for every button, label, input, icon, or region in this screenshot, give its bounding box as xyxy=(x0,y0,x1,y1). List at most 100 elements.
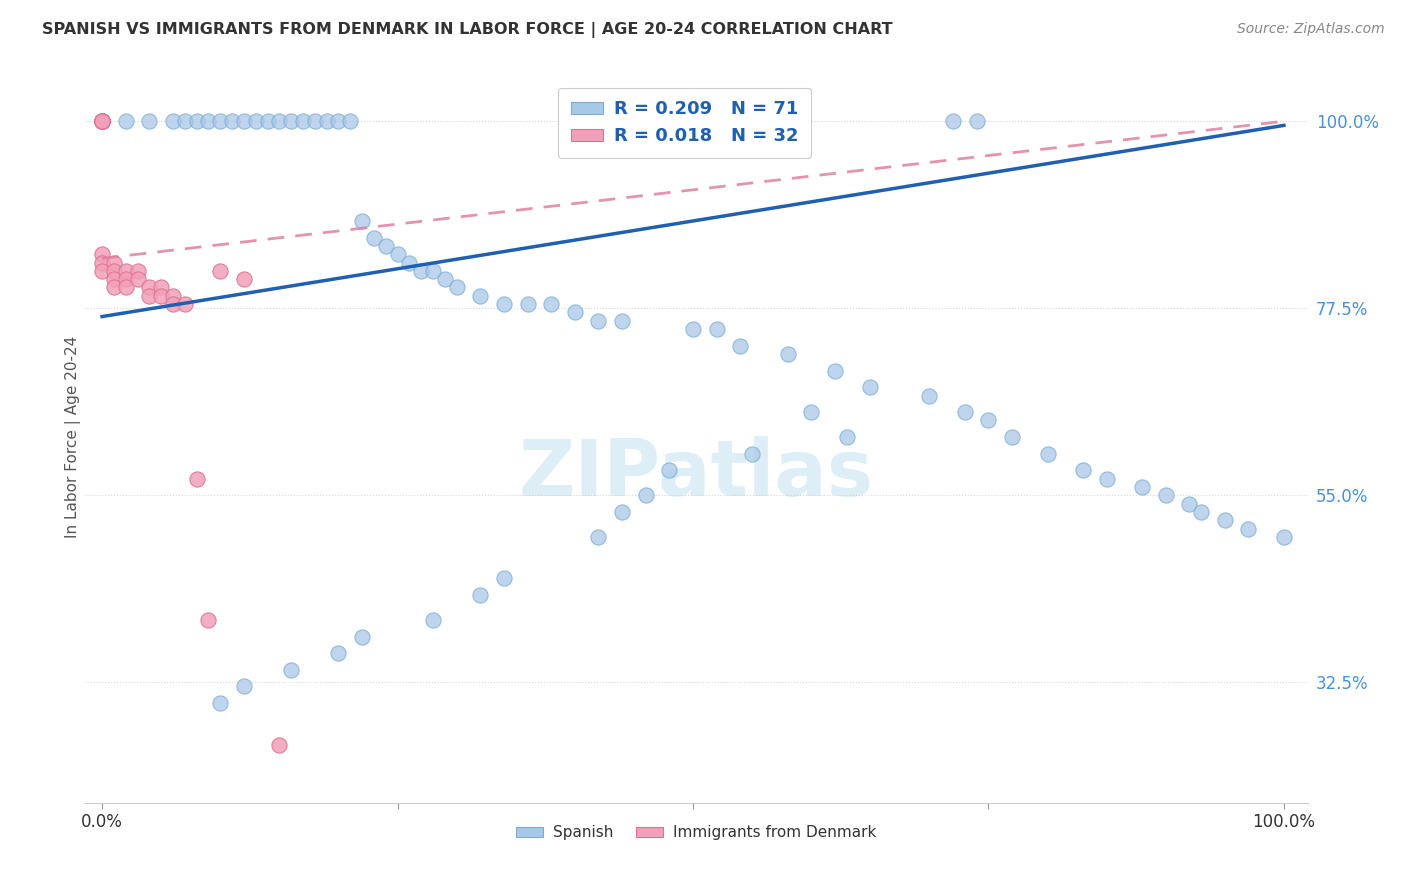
Point xyxy=(91,255,114,269)
Point xyxy=(470,289,492,303)
Point xyxy=(127,272,149,286)
Point xyxy=(197,613,219,627)
Point xyxy=(162,289,184,303)
Point xyxy=(1071,463,1094,477)
Point xyxy=(91,114,114,128)
Point xyxy=(91,114,114,128)
Point xyxy=(103,264,125,278)
Point xyxy=(942,114,965,128)
Point xyxy=(800,405,823,419)
Point xyxy=(209,114,232,128)
Point xyxy=(588,530,610,544)
Point xyxy=(232,114,254,128)
Point xyxy=(103,280,125,294)
Point xyxy=(186,472,208,486)
Point xyxy=(492,297,515,311)
Point xyxy=(127,264,149,278)
Point xyxy=(398,255,420,269)
Point xyxy=(516,297,538,311)
Y-axis label: In Labor Force | Age 20-24: In Labor Force | Age 20-24 xyxy=(65,336,82,538)
Point xyxy=(280,114,302,128)
Point xyxy=(114,114,136,128)
Point xyxy=(658,463,681,477)
Point xyxy=(1001,430,1024,444)
Point xyxy=(1036,447,1059,461)
Point xyxy=(953,405,976,419)
Point xyxy=(280,663,302,677)
Point xyxy=(540,297,562,311)
Point xyxy=(103,272,125,286)
Point xyxy=(610,314,633,328)
Point xyxy=(91,114,114,128)
Point xyxy=(422,264,444,278)
Point xyxy=(138,289,160,303)
Point xyxy=(610,505,633,519)
Point xyxy=(91,264,114,278)
Point xyxy=(138,114,160,128)
Point xyxy=(387,247,409,261)
Point xyxy=(1095,472,1118,486)
Point xyxy=(292,114,315,128)
Point xyxy=(91,114,114,128)
Point xyxy=(1272,530,1295,544)
Point xyxy=(91,114,114,128)
Legend: Spanish, Immigrants from Denmark: Spanish, Immigrants from Denmark xyxy=(510,819,882,847)
Point xyxy=(363,230,385,244)
Point xyxy=(138,280,160,294)
Point xyxy=(162,114,184,128)
Point xyxy=(918,388,941,402)
Point xyxy=(197,114,219,128)
Point xyxy=(1178,497,1201,511)
Point xyxy=(470,588,492,602)
Point xyxy=(304,114,326,128)
Point xyxy=(173,114,195,128)
Point xyxy=(91,114,114,128)
Point xyxy=(150,280,173,294)
Point xyxy=(966,114,988,128)
Point xyxy=(114,272,136,286)
Point xyxy=(256,114,278,128)
Point xyxy=(209,696,232,710)
Point xyxy=(564,305,586,319)
Point xyxy=(634,488,657,502)
Point xyxy=(103,255,125,269)
Point xyxy=(162,297,184,311)
Point xyxy=(339,114,361,128)
Point xyxy=(232,272,254,286)
Point xyxy=(91,114,114,128)
Point xyxy=(114,280,136,294)
Point xyxy=(411,264,433,278)
Point xyxy=(269,738,291,752)
Point xyxy=(352,214,374,228)
Point xyxy=(232,680,254,694)
Point xyxy=(588,314,610,328)
Point xyxy=(1189,505,1212,519)
Point xyxy=(91,114,114,128)
Point xyxy=(1237,521,1260,535)
Point xyxy=(269,114,291,128)
Point xyxy=(328,114,350,128)
Point xyxy=(859,380,882,394)
Point xyxy=(186,114,208,128)
Point xyxy=(245,114,267,128)
Point xyxy=(150,289,173,303)
Point xyxy=(1213,513,1236,527)
Point xyxy=(446,280,468,294)
Point xyxy=(422,613,444,627)
Text: Source: ZipAtlas.com: Source: ZipAtlas.com xyxy=(1237,22,1385,37)
Point xyxy=(706,322,728,336)
Point xyxy=(173,297,195,311)
Text: SPANISH VS IMMIGRANTS FROM DENMARK IN LABOR FORCE | AGE 20-24 CORRELATION CHART: SPANISH VS IMMIGRANTS FROM DENMARK IN LA… xyxy=(42,22,893,38)
Point xyxy=(1130,480,1153,494)
Point xyxy=(776,347,799,361)
Point xyxy=(352,630,374,644)
Point xyxy=(741,447,763,461)
Point xyxy=(315,114,337,128)
Point xyxy=(824,363,846,377)
Point xyxy=(1154,488,1177,502)
Point xyxy=(682,322,704,336)
Point xyxy=(492,571,515,585)
Point xyxy=(374,239,396,253)
Point xyxy=(977,413,1000,427)
Point xyxy=(328,646,350,660)
